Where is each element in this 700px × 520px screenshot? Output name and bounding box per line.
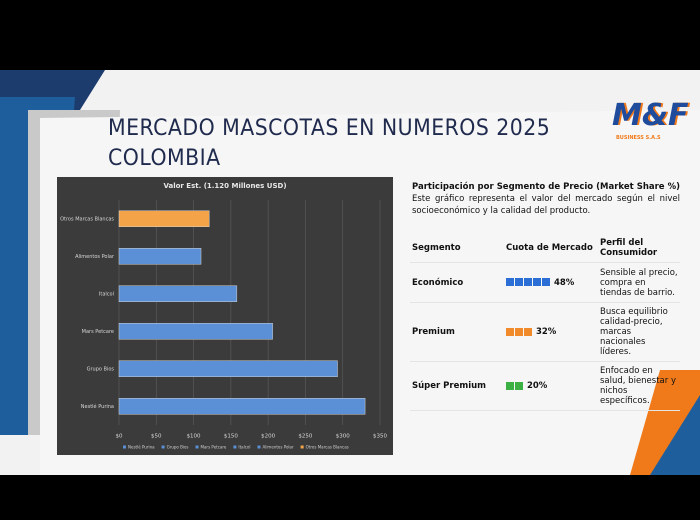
legend-swatch	[257, 445, 261, 449]
table-row: Económico 48% Sensible al precio, compra…	[410, 262, 680, 303]
description-lead: Participación por Segmento de Precio (Ma…	[412, 182, 680, 192]
y-tick-label: Mars Petcare	[82, 329, 114, 335]
legend-swatch	[300, 445, 304, 449]
profile: Enfocado en salud, bienestar y nichos es…	[598, 361, 680, 411]
share-value: 48%	[553, 277, 575, 288]
x-tick-label: $350	[373, 434, 387, 440]
logo-subtitle: BUSINESS S.A.S	[616, 135, 661, 141]
legend-label: Alimentos Polar	[262, 445, 294, 450]
legend-label: Grupo Bios	[167, 445, 189, 450]
bar	[118, 210, 210, 227]
description: Participación por Segmento de Precio (Ma…	[412, 181, 680, 217]
share: 20%	[504, 361, 598, 411]
table-header: Segmento Cuota de Mercado Perfil del Con…	[410, 234, 680, 263]
legend-swatch	[161, 445, 165, 449]
table-row: Premium 32% Busca equilibrio calidad-pre…	[410, 302, 680, 362]
x-tick-label: $200	[261, 434, 275, 440]
bar	[118, 248, 202, 265]
segment: Económico	[410, 262, 504, 303]
legend-label: Otros Marcas Blancas	[306, 445, 349, 450]
profile: Busca equilibrio calidad-precio, marcas …	[598, 302, 680, 362]
x-tick-label: $0	[116, 434, 123, 440]
logo: M&F	[612, 98, 689, 133]
x-tick-label: $100	[187, 434, 201, 440]
segment: Súper Premium	[410, 361, 504, 411]
legend-label: Nestlé Purina	[128, 445, 155, 450]
y-tick-label: Nestlé Purina	[81, 403, 114, 410]
chart-title: Valor Est. (1.120 Millones USD)	[163, 182, 286, 190]
share: 32%	[504, 302, 598, 362]
y-tick-label: Italcol	[99, 291, 114, 297]
bar	[118, 398, 366, 415]
header-cell: Segmento	[410, 234, 504, 263]
share-value: 20%	[526, 381, 548, 391]
share: 48%	[504, 262, 598, 303]
header-cell: Perfil del Consumidor	[598, 234, 680, 263]
header-cell: Cuota de Mercado	[504, 234, 598, 263]
segment: Premium	[410, 302, 504, 362]
legend-label: Italcol	[238, 445, 250, 450]
x-tick-label: $250	[298, 434, 312, 440]
bar	[118, 323, 273, 340]
table: Segmento Cuota de Mercado Perfil del Con…	[410, 234, 680, 411]
table-row: Súper Premium 20% Enfocado en salud, bie…	[410, 361, 680, 411]
x-tick-label: $50	[151, 434, 162, 440]
legend-swatch	[233, 445, 237, 449]
title: COLOMBIA	[108, 146, 221, 171]
y-tick-label: Alimentos Polar	[75, 254, 115, 260]
bar	[118, 360, 338, 377]
x-tick-label: $150	[224, 434, 238, 440]
legend-swatch	[195, 445, 199, 449]
x-tick-label: $300	[336, 434, 350, 440]
legend-swatch	[123, 445, 126, 449]
chart: Valor Est. (1.120 Millones USD) $0 $50 $10…	[57, 177, 393, 455]
description-body: Este gráfico representa el valor del mer…	[412, 194, 680, 216]
legend-label: Mars Petcare	[201, 445, 227, 450]
share-value: 32%	[535, 327, 557, 337]
profile: Sensible al precio, compra en tiendas de…	[598, 262, 680, 303]
title: MERCADO MASCOTAS EN NUMEROS 2025	[108, 116, 551, 141]
bar	[118, 285, 238, 302]
y-tick-label: Otros Marcas Blancas	[60, 216, 114, 222]
y-tick-label: Grupo Bios	[87, 366, 115, 372]
